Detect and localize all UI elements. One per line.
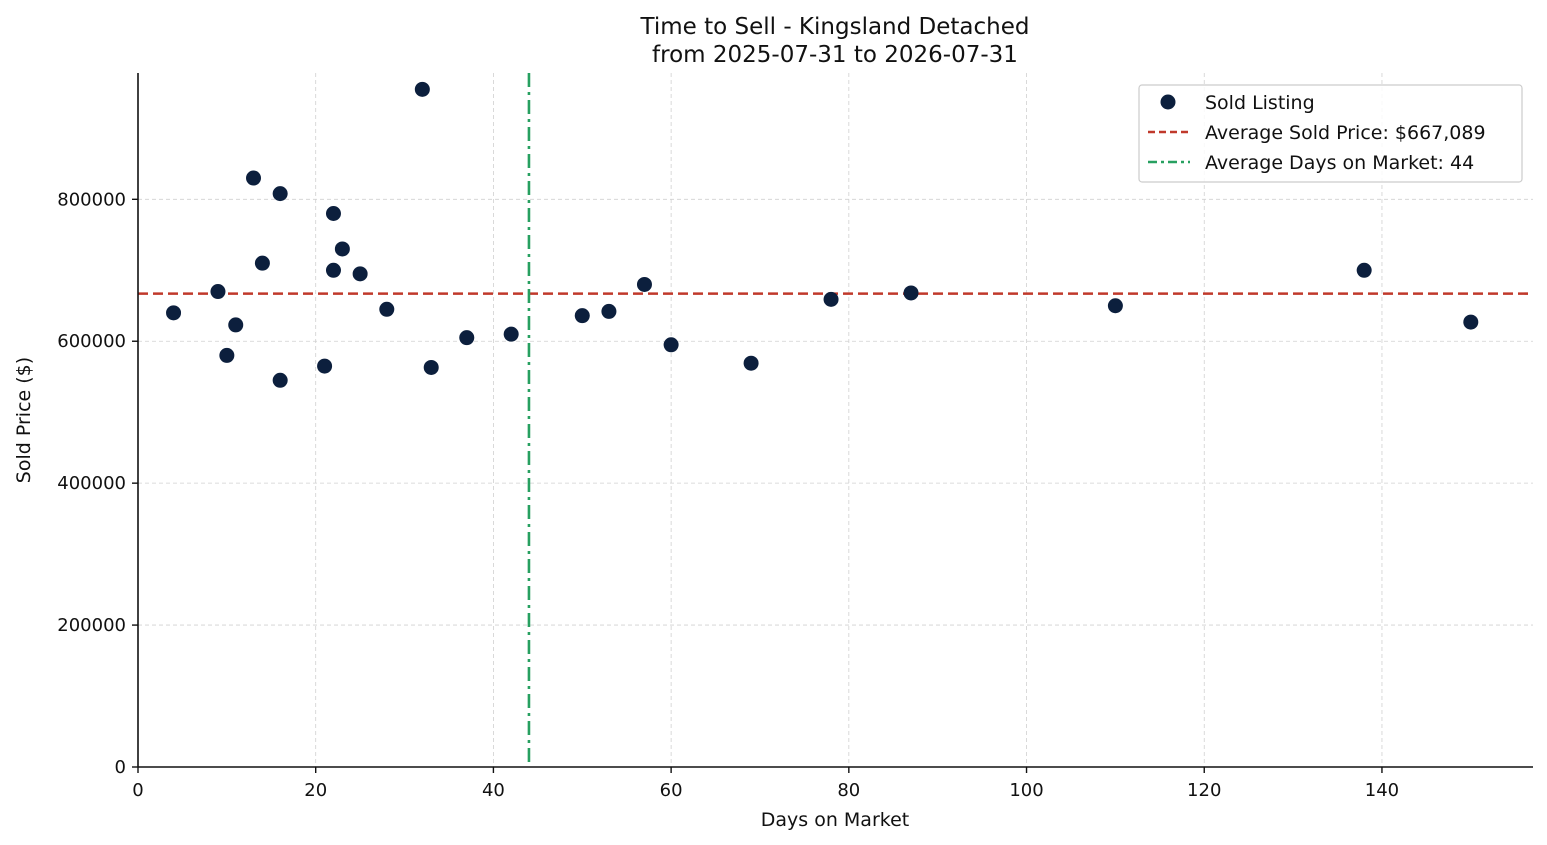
sold-listing-point <box>903 285 919 301</box>
tick-labels: 0 20 40 60 80 100 120 140 0 200000 400000 600000 800… <box>57 189 1399 801</box>
sold-listing-point <box>423 359 439 375</box>
x-tick-label: 80 <box>837 780 860 801</box>
y-tick-label: 800000 <box>57 189 126 210</box>
axes <box>137 73 1533 768</box>
sold-listing-point <box>325 206 341 222</box>
sold-listing-point <box>601 303 617 319</box>
sold-listing-point <box>166 305 182 321</box>
y-tick-label: 200000 <box>57 615 126 636</box>
sold-listing-point <box>574 308 590 324</box>
sold-listing-point <box>334 241 350 257</box>
sold-listing-point <box>352 266 368 282</box>
sold-listing-point <box>317 358 333 374</box>
x-tick-label: 20 <box>304 780 327 801</box>
sold-listing-point <box>1107 298 1123 314</box>
sold-listing-point <box>272 186 288 202</box>
sold-listing-point <box>228 317 244 333</box>
chart-title: Time to Sell - Kingsland Detached <box>639 14 1029 40</box>
x-tick-label: 60 <box>660 780 683 801</box>
y-tick-label: 0 <box>115 757 126 778</box>
y-tick-label: 400000 <box>57 473 126 494</box>
legend-label-average-price: Average Sold Price: $667,089 <box>1205 122 1486 144</box>
sold-listing-point <box>210 284 226 300</box>
sold-listing-point <box>414 81 430 97</box>
y-axis-label: Sold Price ($) <box>13 357 35 483</box>
sold-listing-point <box>219 347 235 363</box>
sold-listing-point <box>246 170 262 186</box>
x-tick-label: 0 <box>132 780 143 801</box>
sold-listing-point <box>325 262 341 278</box>
sold-listing-point <box>1463 314 1479 330</box>
sold-listing-point <box>254 255 270 271</box>
y-tick-label: 600000 <box>57 331 126 352</box>
legend-label-average-days: Average Days on Market: 44 <box>1205 152 1474 174</box>
legend-marker-sold-listing <box>1160 94 1176 110</box>
legend: Sold Listing Average Sold Price: $667,08… <box>1138 84 1523 183</box>
sold-listing-point <box>503 326 519 342</box>
scatter-points <box>166 81 1479 388</box>
sold-listing-point <box>1356 262 1372 278</box>
legend-frame <box>1138 84 1523 183</box>
sold-listing-point <box>743 355 759 371</box>
x-tick-label: 120 <box>1187 780 1221 801</box>
x-tick-label: 100 <box>1009 780 1043 801</box>
sold-listing-point <box>379 301 395 317</box>
sold-listing-point <box>636 276 652 292</box>
sold-listing-point <box>823 291 839 307</box>
chart-subtitle: from 2025-07-31 to 2026-07-31 <box>652 42 1018 68</box>
sold-listing-point <box>272 372 288 388</box>
x-tick-label: 40 <box>482 780 505 801</box>
legend-label-sold-listing: Sold Listing <box>1205 92 1315 114</box>
sold-listing-point <box>459 330 475 346</box>
sold-listing-point <box>663 337 679 353</box>
x-axis-label: Days on Market <box>761 809 909 831</box>
x-tick-label: 140 <box>1365 780 1399 801</box>
